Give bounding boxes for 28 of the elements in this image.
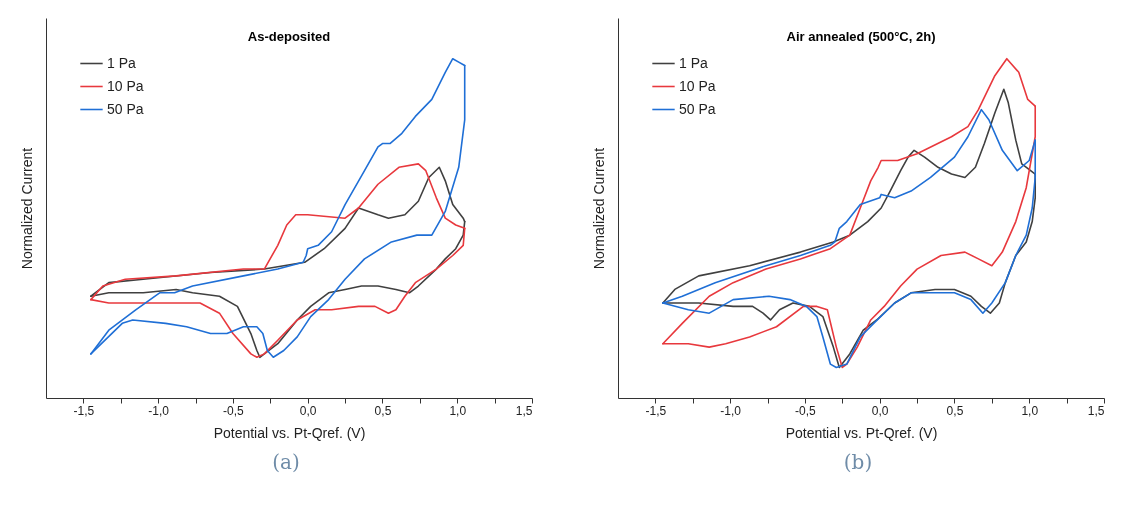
x-axis-title: Potential vs. Pt-Qref. (V) [213, 424, 366, 441]
x-axis-title: Potential vs. Pt-Qref. (V) [785, 424, 938, 441]
x-tick-label: 1,5 [1087, 403, 1105, 418]
legend-label: 1 Pa [679, 54, 709, 71]
legend-label: 50 Pa [679, 100, 716, 117]
x-tick-label: -0,5 [223, 403, 245, 418]
legend-label: 50 Pa [107, 100, 144, 117]
text: (b) [842, 450, 874, 474]
x-tick-label: -0,5 [795, 403, 817, 418]
x-tick-label: -1,5 [645, 403, 667, 418]
x-tick-label: -1,5 [73, 403, 95, 418]
chart-title: As-deposited [247, 29, 331, 44]
x-tick-label: -1,0 [148, 403, 170, 418]
legend-label: 10 Pa [107, 77, 144, 94]
legend-label: 1 Pa [107, 54, 137, 71]
legend-label: 10 Pa [679, 77, 716, 94]
y-axis-title: Normalized Current [18, 147, 35, 270]
x-tick-label: 0,0 [299, 403, 317, 418]
x-tick-label: 0,0 [871, 403, 889, 418]
x-tick-label: 0,5 [946, 403, 964, 418]
text: (a) [271, 450, 301, 474]
x-tick-label: 1,0 [1021, 403, 1039, 418]
x-tick-label: 1,0 [449, 403, 467, 418]
x-tick-label: -1,0 [720, 403, 742, 418]
y-axis-title: Normalized Current [590, 147, 607, 270]
x-tick-label: 0,5 [374, 403, 392, 418]
chart-title: Air annealed (500°C, 2h) [786, 29, 936, 44]
x-tick-label: 1,5 [515, 403, 533, 418]
